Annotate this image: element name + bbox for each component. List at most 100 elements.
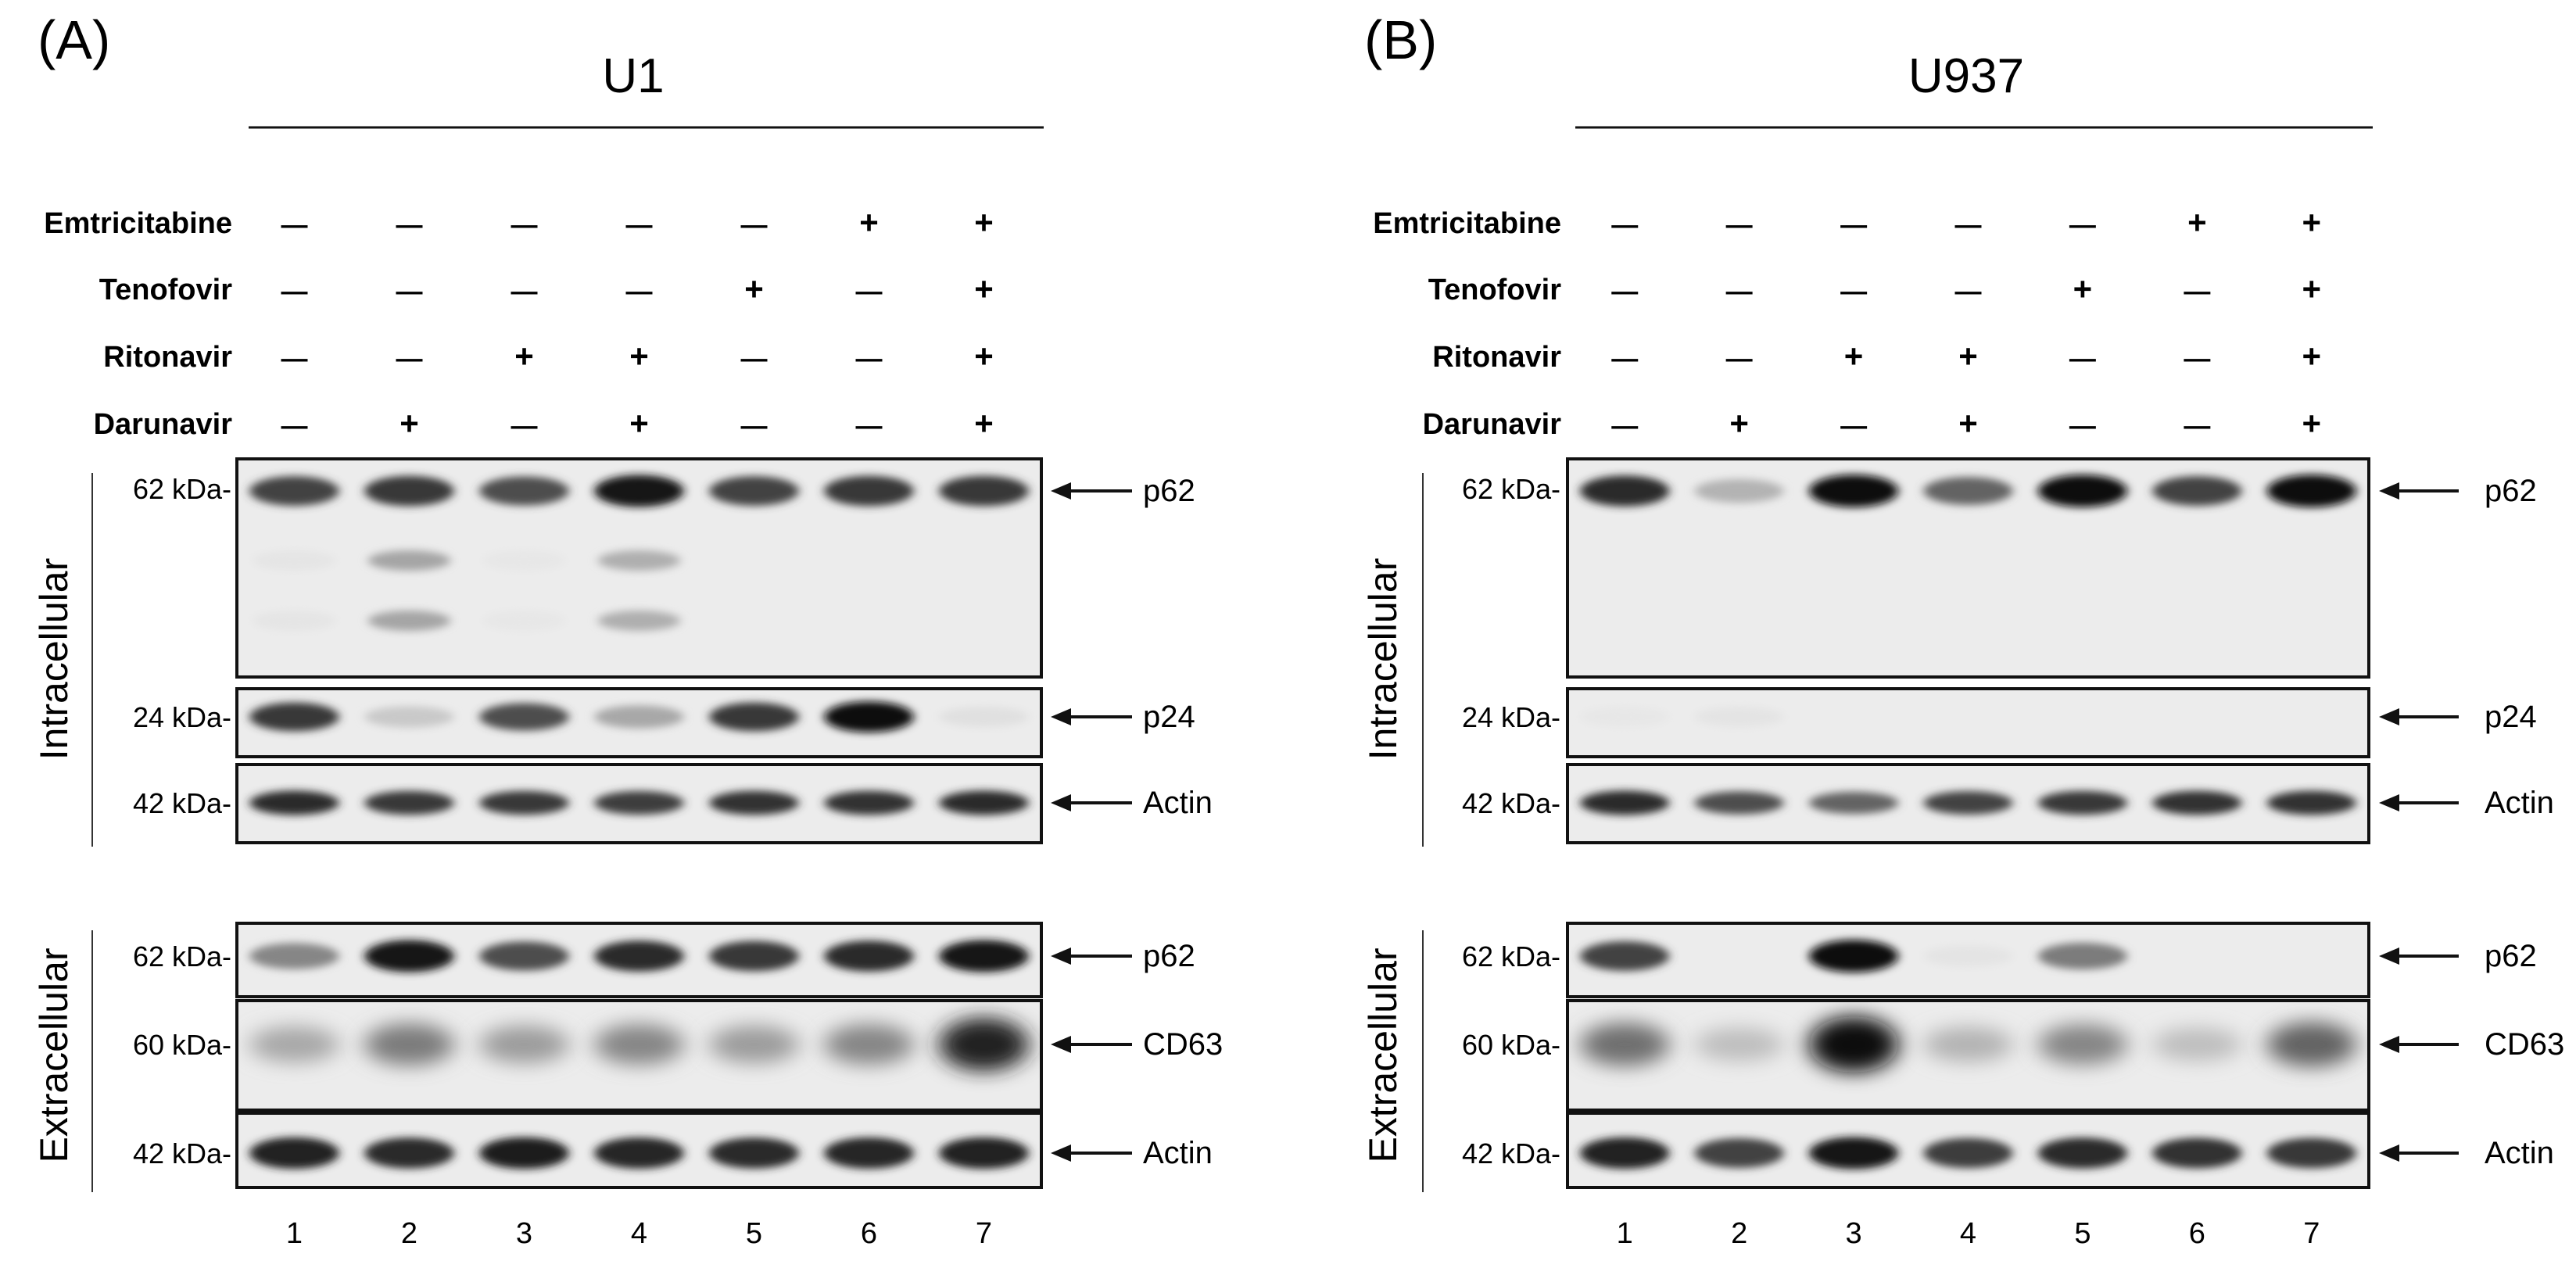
blot-actin [1566, 763, 2370, 844]
band [249, 790, 339, 815]
protein-label: Actin [1143, 786, 1213, 820]
arrow-icon [1051, 1036, 1132, 1053]
treatment-sign: + [974, 338, 994, 374]
protein-label: CD63 [2485, 1027, 2564, 1062]
band [824, 475, 914, 507]
band [2152, 1137, 2242, 1169]
band [2152, 1027, 2242, 1062]
protein-label: p62 [1143, 474, 1195, 508]
treatment-sign: + [974, 204, 994, 241]
band [1694, 791, 1784, 815]
treatment-sign: + [859, 204, 879, 241]
treatment-sign: — [396, 277, 423, 306]
treatment-sign: — [2069, 411, 2096, 441]
panel-letter: (B) [1364, 9, 1437, 70]
band [2037, 790, 2128, 815]
faint-band [597, 550, 681, 571]
treatment-sign: — [741, 344, 768, 374]
faint-band [482, 550, 566, 571]
treatment-sign: + [1844, 338, 1864, 374]
treatment-sign: + [629, 338, 649, 374]
treatment-sign: — [1611, 344, 1638, 374]
band [1923, 477, 2013, 505]
arrow-icon [2379, 1144, 2459, 1162]
protein-label: p62 [1143, 939, 1195, 973]
extracellular-label: Extracellular [1361, 947, 1405, 1162]
band [249, 1026, 339, 1063]
treatment-label-tenofovir: Tenofovir [99, 274, 233, 306]
blot-frame [235, 763, 1043, 844]
band [364, 1023, 454, 1066]
blot-frame [1566, 687, 2370, 758]
band [2037, 942, 2128, 970]
blot-frame [235, 922, 1043, 998]
band [1580, 475, 1670, 507]
treatment-sign: + [2302, 338, 2322, 374]
arrow-icon [1051, 482, 1132, 500]
treatment-sign: — [281, 210, 308, 240]
faint-band [367, 611, 451, 631]
lane-number: 5 [2074, 1217, 2091, 1250]
blot-p24 [235, 687, 1043, 758]
kda-marker: 24 kDa- [133, 701, 231, 733]
intracellular-label: Intracellular [32, 558, 76, 760]
blot-cd63 [235, 999, 1043, 1112]
arrow-icon [1051, 1144, 1132, 1162]
kda-marker: 42 kDa- [133, 787, 231, 819]
treatment-sign: — [511, 411, 538, 441]
band [594, 790, 684, 815]
band [1694, 1138, 1784, 1168]
band [709, 702, 799, 732]
treatment-sign: + [514, 338, 534, 374]
cell-line-title: U937 [1908, 49, 2024, 103]
band [1580, 790, 1670, 815]
band [824, 701, 914, 733]
treatment-sign: + [2073, 270, 2093, 307]
band [2037, 1137, 2128, 1169]
band [824, 1023, 914, 1066]
arrow-icon [2379, 482, 2459, 500]
treatment-sign: — [626, 210, 653, 240]
treatment-sign: + [974, 405, 994, 442]
treatment-sign: — [741, 210, 768, 240]
arrow-icon [1051, 708, 1132, 725]
blot-p62 [1566, 457, 2370, 679]
lane-number: 1 [286, 1217, 303, 1250]
band [364, 475, 454, 507]
band [939, 707, 1029, 727]
protein-label: p62 [2485, 939, 2537, 973]
band [939, 790, 1029, 815]
blot-cd63 [1566, 999, 2370, 1112]
cell-line-title: U1 [602, 49, 664, 103]
band [479, 790, 569, 815]
treatment-sign: — [856, 411, 883, 441]
arrow-icon [2379, 708, 2459, 725]
band [1808, 475, 1899, 507]
band [249, 943, 339, 969]
band [479, 476, 569, 506]
treatment-label-ritonavir: Ritonavir [103, 341, 232, 374]
faint-band [253, 550, 336, 571]
band [824, 1137, 914, 1169]
lane-number: 3 [516, 1217, 532, 1250]
band [2037, 1023, 2128, 1066]
band [939, 940, 1029, 972]
faint-band [367, 550, 451, 571]
band [709, 940, 799, 972]
kda-marker: 60 kDa- [133, 1029, 231, 1061]
treatment-sign: — [1726, 277, 1753, 306]
blot-p62 [235, 457, 1043, 679]
protein-label: Actin [1143, 1136, 1213, 1170]
blot-frame [1566, 457, 2370, 679]
extracellular-label: Extracellular [32, 947, 76, 1162]
lane-number: 1 [1617, 1217, 1633, 1250]
lane-number: 4 [631, 1217, 647, 1250]
band [594, 705, 684, 729]
kda-marker: 42 kDa- [1462, 787, 1560, 819]
protein-label: Actin [2485, 1136, 2554, 1170]
kda-marker: 24 kDa- [1462, 701, 1560, 733]
treatment-sign: — [2184, 411, 2210, 441]
band [2152, 476, 2242, 506]
treatment-sign: — [1840, 277, 1867, 306]
